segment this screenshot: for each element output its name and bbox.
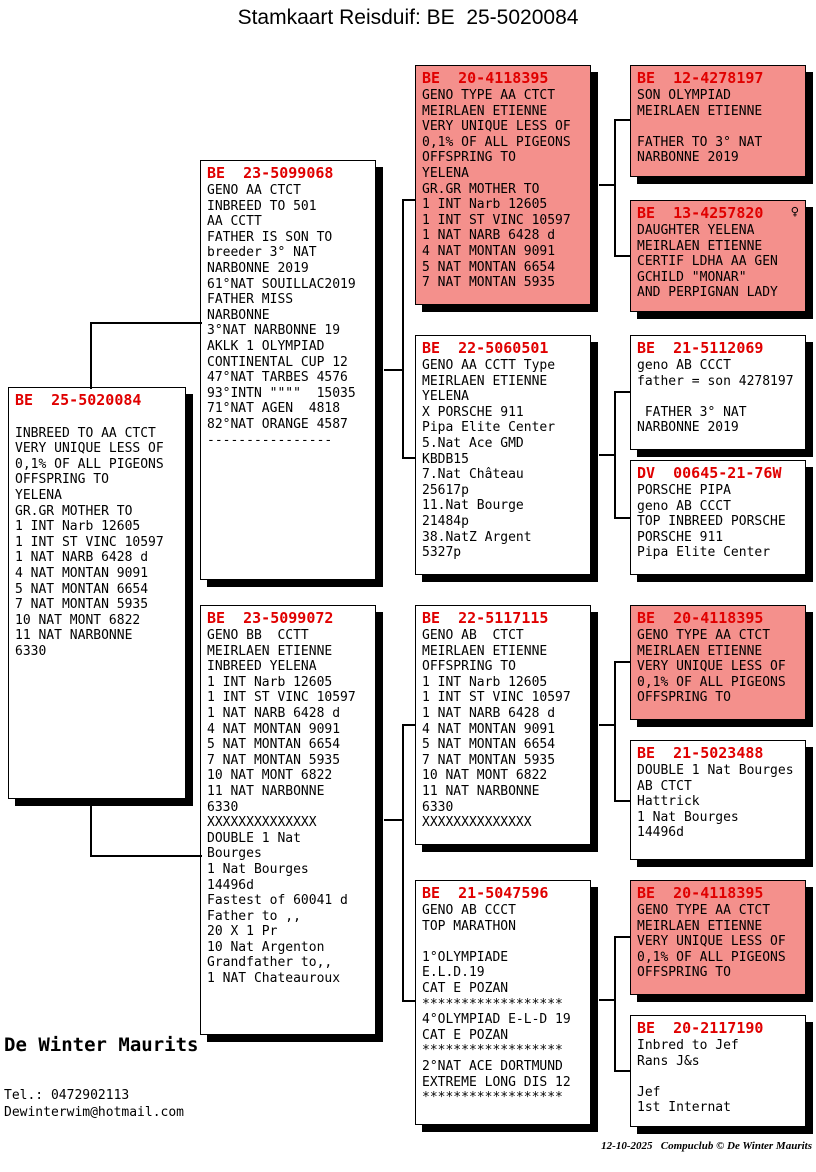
pedigree-box-ggparent-7: BE 20-4118395 GENO TYPE AA CTCT MEIRLAEN… xyxy=(630,880,806,995)
pedigree-box-ggparent-4: DV 00645-21-76W PORSCHE PIPA geno AB CCC… xyxy=(630,460,806,575)
connector-line xyxy=(614,119,616,257)
ring-number: BE 20-4118395 xyxy=(637,609,764,627)
female-icon: ♀ xyxy=(790,204,799,220)
pedigree-notes: DOUBLE 1 Nat Bourges AB CTCT Hattrick 1 … xyxy=(637,763,794,841)
ring-number: BE 20-4118395 xyxy=(637,884,764,902)
page-title: Stamkaart Reisduif: BE 25-5020084 xyxy=(237,6,579,29)
ring-number: DV 00645-21-76W xyxy=(637,464,782,482)
pedigree-box-ggparent-5: BE 20-4118395 GENO TYPE AA CTCT MEIRLAEN… xyxy=(630,605,806,720)
owner-email: Dewinterwim@hotmail.com xyxy=(4,1105,185,1120)
pedigree-notes: GENO AB CCCT TOP MARATHON 1°OLYMPIADE E.… xyxy=(422,903,571,1106)
pedigree-notes: Inbred to Jef Rans J&s Jef 1st Internat xyxy=(637,1038,739,1116)
connector-line xyxy=(90,322,92,389)
connector-line xyxy=(384,369,403,371)
ring-number: BE 20-4118395 xyxy=(422,69,549,87)
connector-line xyxy=(614,119,630,121)
connector-line xyxy=(614,1070,630,1072)
connector-line xyxy=(599,184,616,186)
connector-line xyxy=(599,999,616,1001)
pedigree-notes: geno AB CCCT father = son 4278197 FATHER… xyxy=(637,358,794,436)
ring-number: BE 22-5060501 xyxy=(422,339,549,357)
connector-line xyxy=(599,724,616,726)
pedigree-box-father: BE 23-5099068 GENO AA CTCT INBREED TO 50… xyxy=(200,160,376,580)
connector-line xyxy=(402,724,415,726)
connector-line xyxy=(90,798,92,857)
ring-number: BE 25-5020084 xyxy=(15,391,142,409)
pedigree-box-ggparent-1: BE 12-4278197 SON OLYMPIAD MEIRLAEN ETIE… xyxy=(630,65,806,177)
connector-line xyxy=(614,936,616,1072)
ring-number: BE 21-5047596 xyxy=(422,884,549,902)
pedigree-box-grandparent-2: BE 22-5060501 GENO AA CCTT Type MEIRLAEN… xyxy=(415,335,591,575)
pedigree-box-ggparent-6: BE 21-5023488 DOUBLE 1 Nat Bourges AB CT… xyxy=(630,740,806,860)
pedigree-box-mother: BE 23-5099072 GENO BB CCTT MEIRLAEN ETIE… xyxy=(200,605,376,1035)
pedigree-notes: GENO TYPE AA CTCT MEIRLAEN ETIENNE VERY … xyxy=(637,903,786,981)
connector-line xyxy=(614,517,630,519)
connector-line xyxy=(402,199,404,459)
ring-number: BE 12-4278197 xyxy=(637,69,764,87)
pedigree-box-ggparent-2: ♀ BE 13-4257820 DAUGHTER YELENA MEIRLAEN … xyxy=(630,200,806,312)
connector-line xyxy=(614,661,616,802)
pedigree-box-grandparent-4: BE 21-5047596 GENO AB CCCT TOP MARATHON … xyxy=(415,880,591,1125)
ring-number: BE 22-5117115 xyxy=(422,609,549,627)
print-credit: 12-10-2025 Compuclub © De Winter Maurits xyxy=(601,1140,812,1152)
connector-line xyxy=(402,1000,415,1002)
connector-line xyxy=(614,391,616,519)
ring-number: BE 21-5023488 xyxy=(637,744,764,762)
owner-phone: Tel.: 0472902113 xyxy=(4,1088,130,1103)
connector-line xyxy=(614,800,630,802)
connector-line xyxy=(384,819,403,821)
pedigree-notes: GENO TYPE AA CTCT MEIRLAEN ETIENNE VERY … xyxy=(422,88,571,291)
owner-name: De Winter Maurits xyxy=(4,1034,199,1056)
pedigree-notes: GENO AA CCTT Type MEIRLAEN ETIENNE YELEN… xyxy=(422,358,556,561)
pedigree-notes: DAUGHTER YELENA MEIRLAEN ETIENNE CERTIF … xyxy=(637,223,778,301)
ring-number: BE 23-5099068 xyxy=(207,164,334,182)
pedigree-notes: SON OLYMPIAD MEIRLAEN ETIENNE FATHER TO … xyxy=(637,88,763,166)
connector-line xyxy=(614,255,630,257)
pedigree-notes: GENO AA CTCT INBREED TO 501 AA CCTT FATH… xyxy=(207,183,356,448)
connector-line xyxy=(614,391,630,393)
pedigree-box-grandparent-3: BE 22-5117115 GENO AB CTCT MEIRLAEN ETIE… xyxy=(415,605,591,845)
pedigree-box-subject: BE 25-5020084 INBREED TO AA CTCT VERY UN… xyxy=(8,387,186,799)
connector-line xyxy=(402,457,415,459)
connector-line xyxy=(90,322,202,324)
connector-line xyxy=(599,454,616,456)
connector-line xyxy=(402,199,415,201)
pedigree-notes: PORSCHE PIPA geno AB CCCT TOP INBREED PO… xyxy=(637,483,786,561)
ring-number: ♀ BE 13-4257820 xyxy=(637,204,799,222)
pedigree-notes: GENO TYPE AA CTCT MEIRLAEN ETIENNE VERY … xyxy=(637,628,786,706)
connector-line xyxy=(614,936,630,938)
pedigree-box-ggparent-3: BE 21-5112069 geno AB CCCT father = son … xyxy=(630,335,806,450)
pedigree-box-grandparent-1: BE 20-4118395 GENO TYPE AA CTCT MEIRLAEN… xyxy=(415,65,591,305)
pedigree-notes: GENO AB CTCT MEIRLAEN ETIENNE OFFSPRING … xyxy=(422,628,571,831)
connector-line xyxy=(614,661,630,663)
ring-number: BE 20-2117190 xyxy=(637,1019,764,1037)
pedigree-notes: GENO BB CCTT MEIRLAEN ETIENNE INBREED YE… xyxy=(207,628,356,987)
pedigree-box-ggparent-8: BE 20-2117190 Inbred to Jef Rans J&s Jef… xyxy=(630,1015,806,1127)
connector-line xyxy=(402,724,404,1002)
ring-number: BE 21-5112069 xyxy=(637,339,764,357)
pedigree-notes: INBREED TO AA CTCT VERY UNIQUE LESS OF 0… xyxy=(15,425,164,659)
connector-line xyxy=(90,855,202,857)
ring-number: BE 23-5099072 xyxy=(207,609,334,627)
